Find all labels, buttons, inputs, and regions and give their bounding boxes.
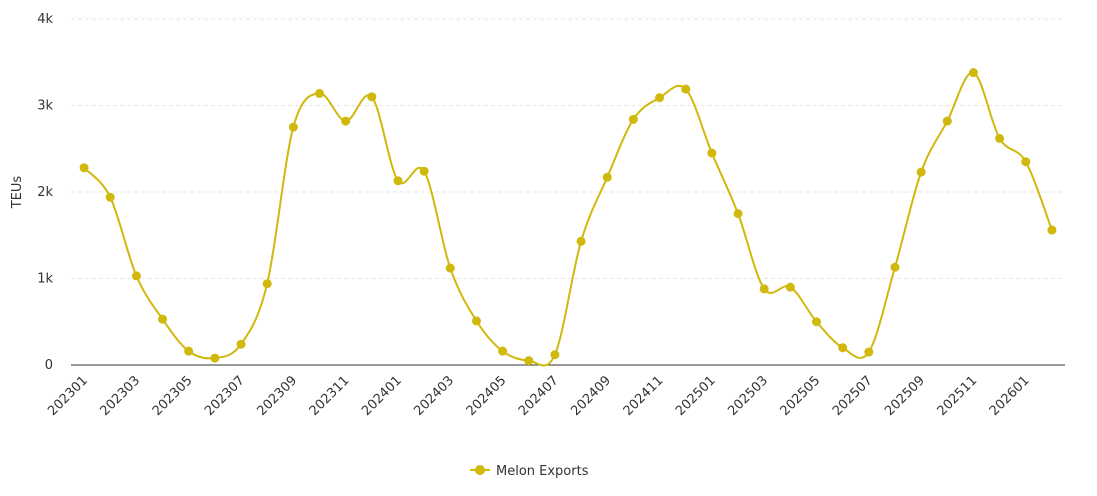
y-tick-label: 1k (37, 272, 53, 287)
x-tick-label: 202503 (725, 373, 771, 419)
y-tick-label: 3k (37, 99, 53, 114)
data-point (498, 346, 508, 356)
data-point (184, 346, 194, 356)
data-point (890, 262, 900, 272)
data-point (942, 116, 952, 126)
data-point (262, 279, 272, 289)
data-point (550, 350, 560, 360)
legend-label: Melon Exports (496, 464, 589, 479)
data-point (236, 339, 246, 349)
data-point (968, 68, 978, 78)
y-tick-label: 4k (37, 12, 53, 27)
data-point (733, 209, 743, 219)
data-point (1021, 157, 1031, 167)
x-tick-label: 202303 (98, 373, 144, 419)
data-point (785, 282, 795, 292)
data-point (916, 167, 926, 177)
data-point (105, 192, 115, 202)
data-point (995, 133, 1005, 143)
x-tick-label: 202507 (830, 373, 876, 419)
data-point (367, 92, 377, 102)
data-point (838, 343, 848, 353)
data-point (341, 116, 351, 126)
x-tick-label: 202405 (464, 373, 510, 419)
data-point (576, 236, 586, 246)
data-point (158, 314, 168, 324)
data-point (315, 88, 324, 98)
data-point (393, 176, 403, 186)
data-point (707, 148, 717, 158)
data-point (445, 263, 455, 273)
data-point (812, 317, 821, 327)
x-tick-label: 202407 (516, 373, 562, 419)
y-axis-label: TEUs (10, 176, 25, 210)
x-tick-label: 202509 (882, 373, 928, 419)
data-point (1047, 225, 1057, 235)
data-point (655, 93, 665, 103)
x-tick-label: 202409 (568, 373, 614, 419)
x-tick-label: 202403 (411, 373, 457, 419)
x-tick-label: 202401 (359, 373, 405, 419)
data-point (79, 163, 89, 173)
x-tick-label: 202411 (621, 373, 667, 419)
x-tick-label: 202501 (673, 373, 719, 419)
x-tick-label: 202505 (778, 373, 824, 419)
series-line (83, 71, 1053, 367)
x-tick-label: 202311 (307, 373, 353, 419)
x-tick-label: 202301 (45, 373, 91, 419)
data-point (864, 347, 874, 357)
data-point (471, 316, 481, 326)
x-tick-label: 202511 (935, 373, 981, 419)
x-tick-label: 202601 (987, 373, 1033, 419)
data-point (524, 356, 534, 366)
y-tick-label: 0 (45, 358, 53, 373)
y-tick-label: 2k (37, 185, 53, 200)
data-point (288, 122, 298, 132)
legend-marker (475, 465, 485, 475)
data-point (210, 353, 220, 363)
x-tick-label: 202309 (254, 373, 300, 419)
data-point (628, 114, 638, 124)
x-tick-label: 202305 (150, 373, 196, 419)
data-point (131, 271, 141, 281)
x-tick-label: 202307 (202, 373, 248, 419)
data-point (602, 172, 612, 182)
data-point (419, 166, 429, 176)
data-point (681, 84, 691, 94)
data-point (759, 284, 769, 294)
